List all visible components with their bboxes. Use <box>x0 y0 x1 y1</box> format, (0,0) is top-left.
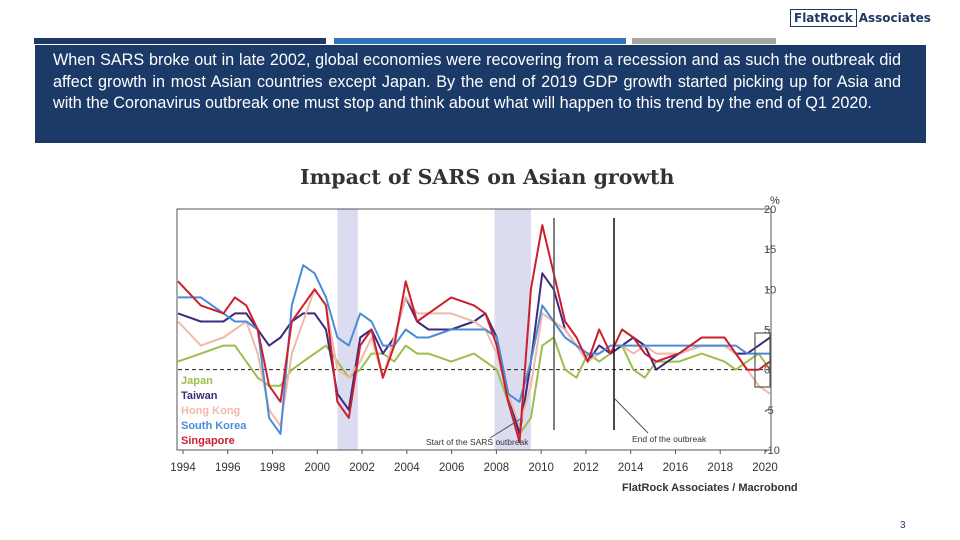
x-tick-label: 2000 <box>305 462 331 474</box>
x-tick-label: 1994 <box>170 462 196 474</box>
x-tick-label: 2004 <box>394 462 420 474</box>
legend-taiwan: Taiwan <box>181 390 218 402</box>
annotation-start-arrow <box>489 417 523 439</box>
flatrock-logo: FlatRock Associates <box>790 7 931 29</box>
chart-source: FlatRock Associates / Macrobond <box>622 482 798 494</box>
legend-south-korea: South Korea <box>181 420 247 432</box>
legend-japan: Japan <box>181 375 213 387</box>
text-banner: When SARS broke out in late 2002, global… <box>35 45 926 143</box>
y-tick-label: -5 <box>764 405 774 417</box>
legend: Japan Taiwan Hong Kong South Korea Singapore <box>181 375 247 447</box>
top-bar-dark <box>34 38 326 44</box>
annotation-end-arrow <box>613 397 649 434</box>
y-unit-label: % <box>770 195 780 207</box>
series-line-south-korea <box>178 264 770 435</box>
plot-frame <box>176 208 772 451</box>
x-tick-label: 2010 <box>528 462 554 474</box>
outbreak-markers <box>553 218 771 430</box>
chart-title: Impact of SARS on Asian growth <box>300 165 675 189</box>
x-tick-label: 2008 <box>484 462 510 474</box>
x-tick-label: 2002 <box>349 462 375 474</box>
x-tick-labels: 1994 1996 1998 2000 2002 2004 2006 2008 2010 2012… <box>170 450 778 474</box>
y-tick-label: 10 <box>764 284 776 296</box>
series-lines <box>177 224 771 443</box>
y-tick-label: 15 <box>764 244 776 256</box>
y-tick-label: 5 <box>764 325 770 337</box>
series-line-hong-kong <box>177 288 771 427</box>
x-tick-label: 1998 <box>260 462 286 474</box>
latest-data-box <box>754 332 771 388</box>
x-tick-label: 2018 <box>707 462 733 474</box>
logo-right: Associates <box>858 11 931 25</box>
top-bar-gray <box>632 38 776 44</box>
x-tick-label: 2014 <box>618 462 644 474</box>
x-tick-label: 2016 <box>663 462 689 474</box>
top-bar-blue <box>334 38 626 44</box>
y-tick-label: 20 <box>764 204 776 216</box>
banner-text: When SARS broke out in late 2002, global… <box>53 51 901 112</box>
y-tick-label: 0 <box>764 365 770 377</box>
legend-hong-kong: Hong Kong <box>181 405 240 417</box>
x-tick-label: 2020 <box>752 462 778 474</box>
logo-left: FlatRock <box>790 9 857 27</box>
annotation-start-outbreak: Start of the SARS outbreak <box>426 437 529 447</box>
page-number: 3 <box>900 520 906 531</box>
y-tick-label: -10 <box>764 445 780 457</box>
x-tick-label: 2006 <box>439 462 465 474</box>
annotations: Start of the SARS outbreak End of the out… <box>426 397 707 447</box>
series-line-singapore <box>177 224 771 443</box>
x-tick-label: 2012 <box>573 462 599 474</box>
annotation-end-outbreak: End of the outbreak <box>632 434 707 444</box>
legend-singapore: Singapore <box>181 435 235 447</box>
y-tick-labels: 20 15 10 5 0 -5 -10 <box>764 204 780 457</box>
x-tick-label: 1996 <box>215 462 241 474</box>
